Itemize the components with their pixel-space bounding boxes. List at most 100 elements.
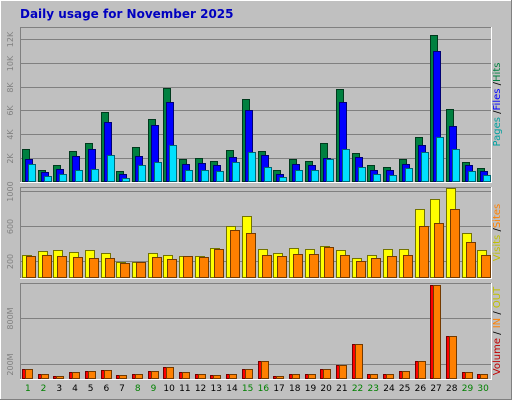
x-tick-label-day-30: 30	[477, 384, 489, 394]
legend-part: Volume	[492, 338, 503, 375]
panel-plot-area	[20, 283, 491, 379]
bar-pages-day-2	[44, 176, 52, 182]
bar-pages-day-26	[421, 152, 429, 182]
series-legend-label: Volume / IN / OUT	[492, 286, 503, 375]
bar-pages-day-18	[295, 170, 303, 182]
bar-in-day-3	[56, 376, 64, 379]
legend-part: Sites	[492, 204, 503, 228]
bar-sites-day-7	[120, 263, 130, 278]
x-tick-label-day-8: 8	[135, 384, 141, 394]
bar-sites-day-27	[434, 223, 444, 278]
bar-pages-day-10	[169, 145, 177, 182]
bar-in-day-29	[465, 372, 473, 379]
bar-in-day-24	[386, 374, 394, 379]
bar-sites-day-15	[246, 233, 256, 278]
bar-sites-day-16	[262, 255, 272, 278]
bar-in-day-1	[25, 369, 33, 379]
legend-part: OUT	[492, 286, 503, 308]
x-tick-label-day-6: 6	[103, 384, 109, 394]
panel-visits-sites: 200 600 1000 Visits /Sites	[6, 181, 503, 279]
bar-pages-day-27	[436, 137, 444, 182]
bar-pages-day-19	[311, 170, 319, 182]
bar-in-day-30	[480, 374, 488, 379]
bar-in-day-4	[72, 372, 80, 379]
bar-pages-day-20	[326, 159, 334, 182]
x-tick-label-day-1: 1	[25, 384, 31, 394]
x-tick-label-day-3: 3	[56, 384, 62, 394]
bar-in-day-12	[198, 374, 206, 379]
x-tick-label-day-21: 21	[336, 384, 347, 394]
x-tick-label-day-25: 25	[399, 384, 410, 394]
y-tick-label: 600	[6, 219, 15, 234]
legend-part: Visits	[492, 235, 503, 262]
x-tick-label-day-4: 4	[72, 384, 78, 394]
y-tick-label: 2K	[6, 153, 15, 164]
bar-pages-day-25	[405, 168, 413, 182]
bar-pages-day-4	[75, 170, 83, 182]
bar-in-day-10	[166, 367, 174, 379]
bar-sites-day-3	[57, 256, 67, 278]
y-tick-label: 1000	[6, 181, 15, 201]
bar-sites-day-6	[105, 258, 115, 278]
legend-part: /	[492, 228, 503, 235]
bar-sites-day-23	[371, 258, 381, 278]
bar-sites-day-5	[89, 258, 99, 278]
bar-in-day-19	[308, 374, 316, 379]
bar-in-day-22	[355, 344, 363, 379]
bar-sites-day-30	[481, 255, 491, 278]
x-tick-label-day-7: 7	[119, 384, 125, 394]
bar-in-day-16	[261, 361, 269, 379]
y-tick-label: 800M	[6, 307, 15, 329]
bar-sites-day-20	[324, 247, 334, 278]
x-tick-label-day-22: 22	[352, 384, 363, 394]
x-axis-labels: 1 2 3 4 5 6 7 8 9 10 11 12 13 14 15 16 17 18 19 20 21 22 23 24 2…	[25, 384, 489, 394]
bar-in-day-21	[339, 365, 347, 379]
bar-pages-day-5	[91, 169, 99, 182]
x-tick-label-day-16: 16	[258, 384, 270, 394]
y-tick-label: 6K	[6, 105, 15, 116]
bar-in-day-28	[449, 336, 457, 379]
bar-pages-day-24	[389, 175, 397, 182]
x-tick-label-day-9: 9	[151, 384, 157, 394]
bar-in-day-25	[402, 371, 410, 379]
bar-pages-day-15	[248, 152, 256, 182]
legend-part: /	[492, 81, 503, 88]
x-tick-label-day-27: 27	[430, 384, 441, 394]
bar-pages-day-8	[138, 165, 146, 182]
bar-in-day-13	[213, 375, 221, 379]
bar-pages-day-17	[279, 177, 287, 182]
bar-pages-day-1	[28, 164, 36, 182]
y-tick-label: 200M	[6, 353, 15, 375]
bar-pages-day-30	[483, 175, 491, 182]
y-tick-label: 4K	[6, 129, 15, 140]
bar-in-day-6	[104, 370, 112, 379]
bar-in-day-17	[276, 376, 284, 379]
bar-in-day-8	[135, 374, 143, 379]
bar-in-day-7	[119, 375, 127, 379]
x-tick-label-day-20: 20	[320, 384, 332, 394]
bar-in-day-27	[433, 285, 441, 379]
bar-in-day-20	[323, 369, 331, 379]
bar-in-day-9	[151, 371, 159, 379]
bar-sites-day-13	[214, 249, 224, 278]
bar-pages-day-9	[154, 162, 162, 182]
bar-pages-day-21	[342, 149, 350, 182]
bar-sites-day-29	[466, 242, 476, 278]
bar-sites-day-17	[277, 256, 287, 278]
legend-part: /	[492, 328, 503, 338]
bar-sites-day-14	[230, 230, 240, 278]
bar-pages-day-3	[59, 174, 67, 182]
x-tick-label-day-15: 15	[242, 384, 253, 394]
legend-part: /	[492, 110, 503, 117]
bar-sites-day-11	[183, 256, 193, 278]
legend-part: Hits	[492, 63, 503, 82]
bar-pages-day-16	[264, 167, 272, 182]
bar-sites-day-25	[403, 255, 413, 278]
legend-part: Files	[492, 89, 503, 111]
bar-sites-day-19	[309, 254, 319, 278]
bar-pages-day-29	[468, 171, 476, 182]
bar-sites-day-1	[26, 256, 36, 278]
bar-pages-day-7	[122, 178, 130, 182]
